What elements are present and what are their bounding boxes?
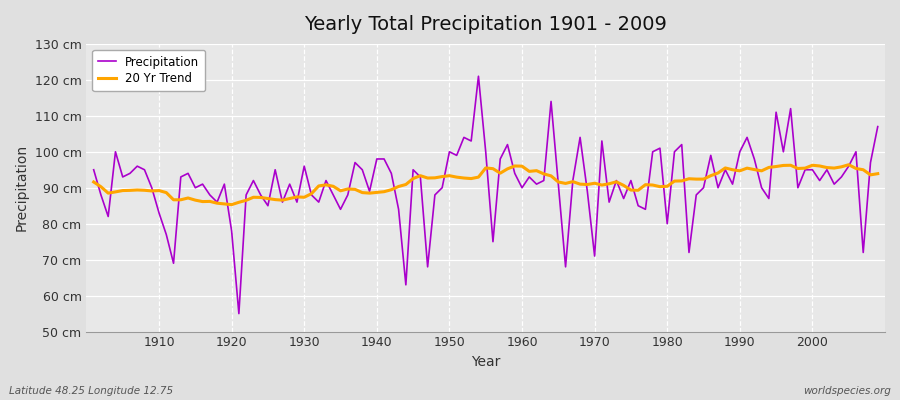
Precipitation xyxy=(872,124,883,129)
Legend: Precipitation, 20 Yr Trend: Precipitation, 20 Yr Trend xyxy=(93,50,205,91)
Precipitation xyxy=(473,74,484,79)
Text: Latitude 48.25 Longitude 12.75: Latitude 48.25 Longitude 12.75 xyxy=(9,386,173,396)
20 Yr Trend xyxy=(517,164,527,168)
20 Yr Trend xyxy=(843,162,854,167)
Precipitation xyxy=(524,174,535,179)
Precipitation xyxy=(88,167,99,172)
20 Yr Trend xyxy=(524,169,535,174)
20 Yr Trend xyxy=(313,184,324,188)
20 Yr Trend xyxy=(611,180,622,184)
Precipitation xyxy=(618,196,629,201)
Text: worldspecies.org: worldspecies.org xyxy=(803,386,891,396)
Line: 20 Yr Trend: 20 Yr Trend xyxy=(94,165,878,205)
20 Yr Trend xyxy=(357,190,368,195)
Y-axis label: Precipitation: Precipitation xyxy=(15,144,29,231)
20 Yr Trend xyxy=(88,180,99,184)
Line: Precipitation: Precipitation xyxy=(94,76,878,314)
20 Yr Trend xyxy=(147,188,158,193)
Title: Yearly Total Precipitation 1901 - 2009: Yearly Total Precipitation 1901 - 2009 xyxy=(304,15,667,34)
20 Yr Trend xyxy=(872,171,883,176)
Precipitation xyxy=(313,200,324,204)
Precipitation xyxy=(531,182,542,186)
Precipitation xyxy=(357,167,368,172)
X-axis label: Year: Year xyxy=(471,355,500,369)
Precipitation xyxy=(147,185,158,190)
20 Yr Trend xyxy=(226,202,237,207)
Precipitation xyxy=(233,311,244,316)
